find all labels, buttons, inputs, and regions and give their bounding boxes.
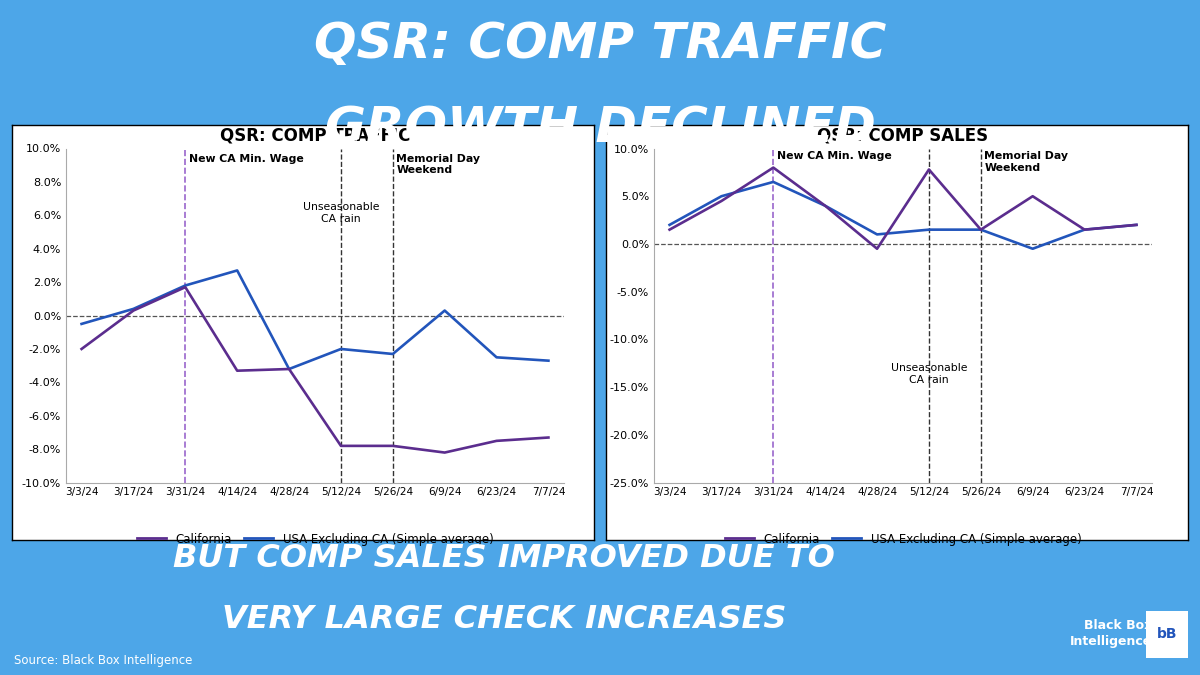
Legend: California, USA Excluding CA (Simple average): California, USA Excluding CA (Simple ave… <box>132 528 498 550</box>
Title: QSR: COMP TRAFFIC: QSR: COMP TRAFFIC <box>220 126 410 144</box>
Text: Unseasonable
CA rain: Unseasonable CA rain <box>302 202 379 223</box>
Text: VERY LARGE CHECK INCREASES: VERY LARGE CHECK INCREASES <box>222 604 786 635</box>
Text: Black Box
Intelligence: Black Box Intelligence <box>1069 619 1152 648</box>
Text: Unseasonable
CA rain: Unseasonable CA rain <box>890 363 967 385</box>
Text: New CA Min. Wage: New CA Min. Wage <box>776 151 892 161</box>
Text: GROWTH DECLINED: GROWTH DECLINED <box>324 105 876 153</box>
Text: Memorial Day
Weekend: Memorial Day Weekend <box>984 151 1068 173</box>
Text: Source: Black Box Intelligence: Source: Black Box Intelligence <box>14 654 193 667</box>
Title: QSR: COMP SALES: QSR: COMP SALES <box>817 126 989 144</box>
Text: New CA Min. Wage: New CA Min. Wage <box>188 153 304 163</box>
Text: QSR: COMP TRAFFIC: QSR: COMP TRAFFIC <box>314 20 886 68</box>
Legend: California, USA Excluding CA (Simple average): California, USA Excluding CA (Simple ave… <box>720 528 1086 550</box>
Text: Memorial Day
Weekend: Memorial Day Weekend <box>396 153 480 175</box>
Text: bB: bB <box>1157 628 1177 641</box>
Text: BUT COMP SALES IMPROVED DUE TO: BUT COMP SALES IMPROVED DUE TO <box>173 543 835 574</box>
